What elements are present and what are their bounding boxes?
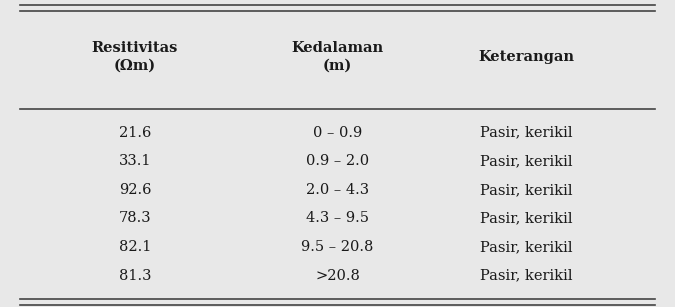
Text: 4.3 – 9.5: 4.3 – 9.5 <box>306 212 369 225</box>
Text: 0.9 – 2.0: 0.9 – 2.0 <box>306 154 369 168</box>
Text: 9.5 – 20.8: 9.5 – 20.8 <box>301 240 374 254</box>
Text: Pasir, kerikil: Pasir, kerikil <box>480 240 573 254</box>
Text: 0 – 0.9: 0 – 0.9 <box>313 126 362 139</box>
Text: Resitivitas
(Ωm): Resitivitas (Ωm) <box>92 41 178 73</box>
Text: 33.1: 33.1 <box>119 154 151 168</box>
Text: 21.6: 21.6 <box>119 126 151 139</box>
Text: Pasir, kerikil: Pasir, kerikil <box>480 126 573 139</box>
Text: 82.1: 82.1 <box>119 240 151 254</box>
Text: Pasir, kerikil: Pasir, kerikil <box>480 154 573 168</box>
Text: 92.6: 92.6 <box>119 183 151 197</box>
Text: Keterangan: Keterangan <box>479 50 574 64</box>
Text: Pasir, kerikil: Pasir, kerikil <box>480 183 573 197</box>
Text: Pasir, kerikil: Pasir, kerikil <box>480 212 573 225</box>
Text: Kedalaman
(m): Kedalaman (m) <box>292 41 383 73</box>
Text: 2.0 – 4.3: 2.0 – 4.3 <box>306 183 369 197</box>
Text: >20.8: >20.8 <box>315 269 360 283</box>
Text: 78.3: 78.3 <box>119 212 151 225</box>
Text: 81.3: 81.3 <box>119 269 151 283</box>
Text: Pasir, kerikil: Pasir, kerikil <box>480 269 573 283</box>
